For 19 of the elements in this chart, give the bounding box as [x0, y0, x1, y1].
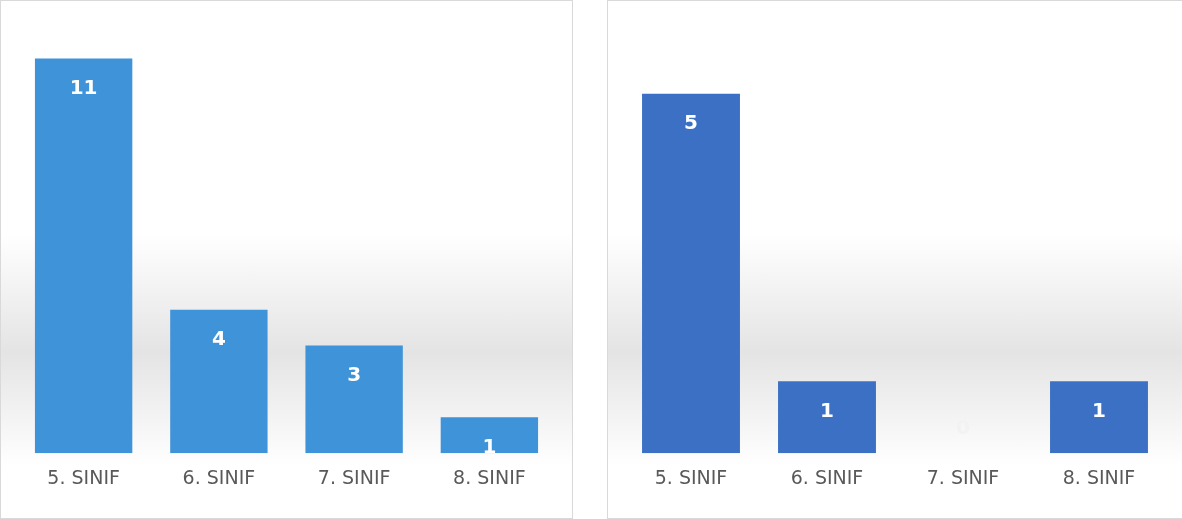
x-tick-label: 5. SINIF [654, 465, 728, 488]
x-tick-label: 8. SINIF [1062, 465, 1136, 488]
data-label: 1 [1092, 397, 1106, 422]
data-label: 11 [69, 74, 98, 99]
data-label: 3 [347, 361, 362, 386]
x-tick-label: 6. SINIF [182, 465, 256, 488]
data-label: 5 [684, 109, 698, 134]
data-label: 1 [820, 397, 834, 422]
bar [34, 58, 133, 454]
x-tick-label: 7. SINIF [317, 465, 391, 488]
bar [305, 345, 403, 454]
x-tick-label: 5. SINIF [47, 465, 120, 488]
x-tick-label: 8. SINIF [453, 465, 526, 488]
data-label: 4 [211, 325, 226, 350]
bar [440, 417, 539, 454]
x-tick-label: 7. SINIF [926, 465, 1000, 488]
x-tick-label: 6. SINIF [790, 465, 864, 488]
bar [170, 309, 268, 454]
data-label: 1 [482, 433, 497, 458]
